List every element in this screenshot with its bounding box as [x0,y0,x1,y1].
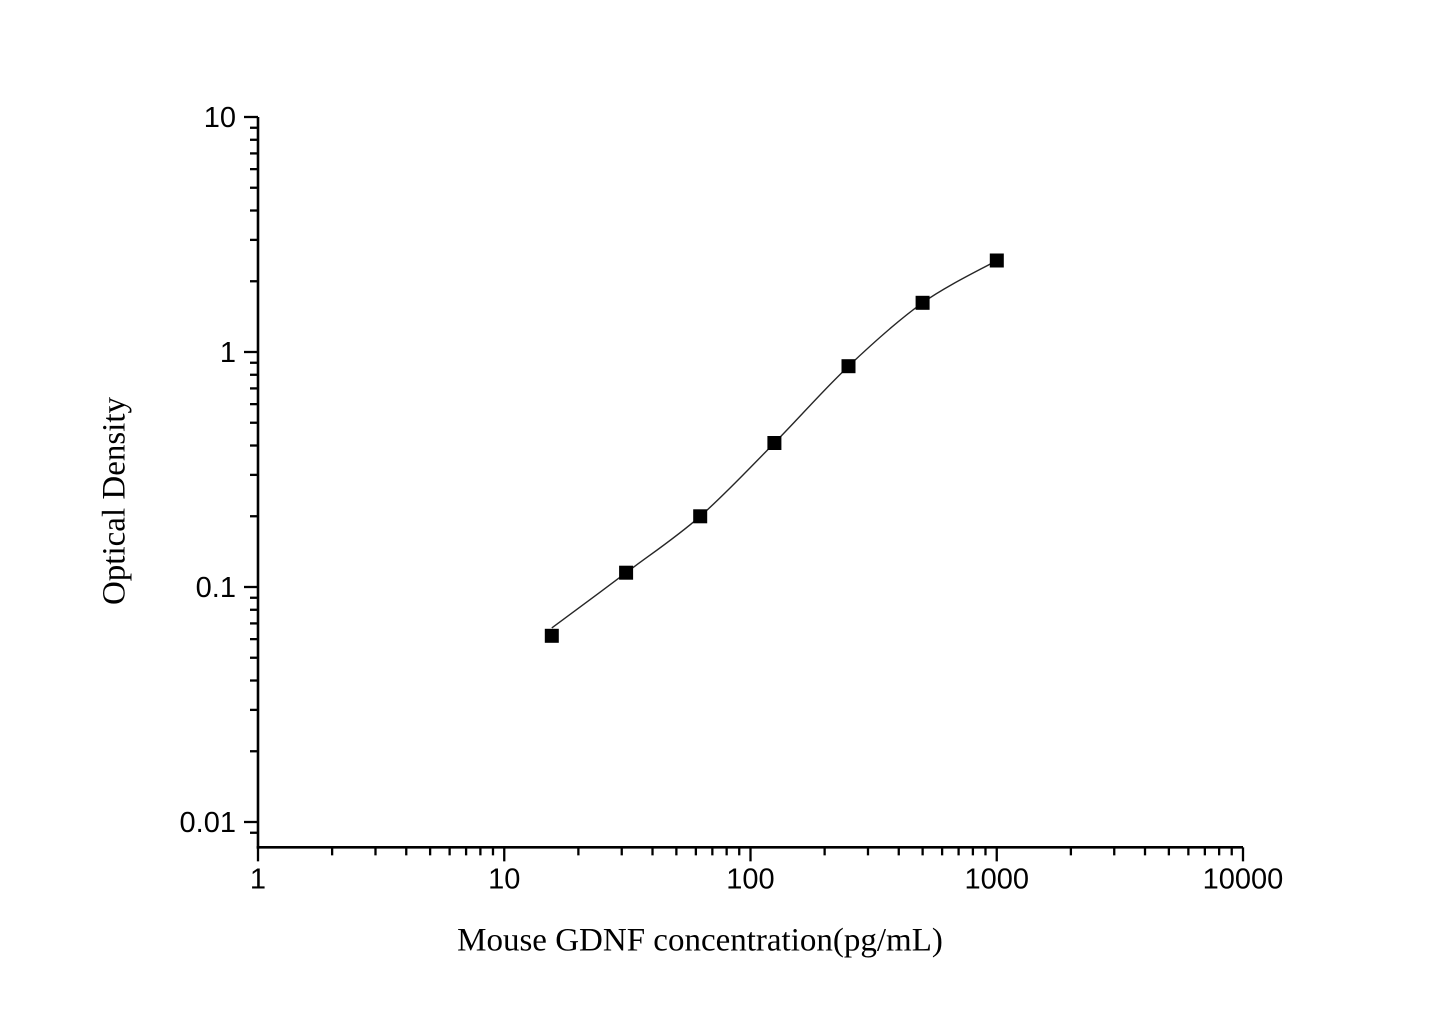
data-point-marker [619,565,634,580]
x-axis-title: Mouse GDNF concentration(pg/mL) [457,922,943,959]
y-tick-label: 1 [220,337,236,369]
y-axis-title: Optical Density [96,396,133,606]
data-point-marker [989,253,1004,268]
x-tick-label: 1000 [964,863,1029,895]
data-point-marker [544,628,559,643]
x-tick-label: 10000 [1203,863,1284,895]
x-tick-label: 10 [488,863,520,895]
data-point-marker [915,295,930,310]
x-tick-label: 100 [726,863,774,895]
data-point-marker [767,436,782,450]
y-tick-label: 0.01 [180,807,236,839]
y-tick-label: 10 [204,102,236,134]
y-tick-label: 0.1 [196,572,236,604]
data-point-marker [693,509,708,524]
x-tick-label: 1 [250,863,266,895]
data-point-marker [841,359,856,374]
